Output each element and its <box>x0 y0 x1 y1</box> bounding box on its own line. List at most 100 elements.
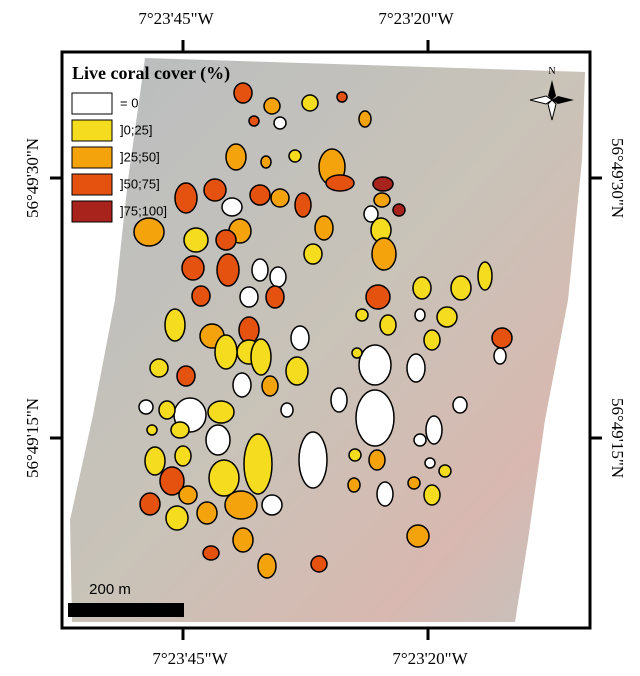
coral-patch <box>233 528 253 552</box>
coral-patch <box>289 150 301 162</box>
coral-patch <box>286 357 308 385</box>
coral-patch <box>216 230 236 250</box>
coral-patch <box>239 317 259 343</box>
coral-patch <box>304 244 322 264</box>
coral-patch <box>492 328 512 348</box>
coral-patch <box>209 460 239 496</box>
legend-swatch <box>72 120 112 141</box>
coral-patch <box>145 447 165 475</box>
coral-patch <box>299 432 327 488</box>
coral-patch <box>266 286 284 308</box>
coral-patch <box>258 554 276 578</box>
legend-label: ]0;25] <box>120 122 153 137</box>
coral-patch <box>233 373 251 397</box>
legend-title: Live coral cover (%) <box>72 63 230 84</box>
legend-label: = 0 <box>120 95 138 110</box>
coral-patch <box>204 179 226 201</box>
coral-patch <box>140 493 160 515</box>
coral-patch <box>222 198 242 216</box>
coral-patch <box>134 218 164 246</box>
lon-label: 7°23'20"W <box>378 9 454 28</box>
coral-patch <box>494 348 506 364</box>
lat-label: 56°49'15"N <box>608 398 627 478</box>
coral-patch <box>249 116 259 126</box>
coral-patch <box>439 465 451 477</box>
coral-patch <box>331 388 347 412</box>
legend-label: ]25;50] <box>120 149 160 164</box>
lon-label: 7°23'20"W <box>392 649 468 668</box>
coral-patch <box>415 309 425 321</box>
coral-patch <box>315 216 333 240</box>
coral-patch <box>437 307 457 327</box>
coral-patch <box>281 403 293 417</box>
map: 7°23'45"W 7°23'20"W 7°23'45"W 7°23'20"W … <box>0 0 640 676</box>
coral-patch <box>424 330 440 350</box>
legend-swatch <box>72 93 112 114</box>
north-label: N <box>548 66 555 77</box>
coral-patch <box>262 376 278 396</box>
legend-label: ]50;75] <box>120 176 160 191</box>
lat-label: 56°49'15"N <box>23 398 42 478</box>
coral-patch <box>206 425 230 455</box>
coral-patch <box>425 458 435 468</box>
coral-patch <box>179 486 197 504</box>
coral-patch <box>326 175 354 191</box>
coral-patch <box>302 95 318 111</box>
coral-patch <box>192 286 210 306</box>
coral-patch <box>203 546 219 560</box>
coral-patch <box>244 434 272 494</box>
coral-patch <box>337 92 347 102</box>
coral-patch <box>295 193 311 217</box>
coral-patch <box>252 259 268 281</box>
coral-patch <box>150 359 168 377</box>
coral-patch <box>311 556 327 572</box>
coral-patch <box>139 400 153 414</box>
coral-patch <box>291 326 309 350</box>
coral-patch <box>352 348 362 358</box>
coral-patch <box>366 285 390 309</box>
legend-label: ]75;100] <box>120 203 167 218</box>
coral-patch <box>407 525 429 547</box>
coral-patch <box>407 354 425 382</box>
coral-patch <box>225 491 257 519</box>
scale-bar <box>68 603 184 617</box>
coral-patch <box>175 446 191 466</box>
coral-patch <box>184 228 208 252</box>
legend-swatch <box>72 174 112 195</box>
coral-patch <box>377 482 393 506</box>
coral-patch <box>348 478 360 492</box>
coral-patch <box>414 434 426 446</box>
coral-patch <box>356 309 368 321</box>
coral-patch <box>426 416 442 444</box>
lat-label: 56°49'30"N <box>608 138 627 218</box>
coral-patch <box>453 397 467 413</box>
coral-patch <box>369 450 385 470</box>
coral-patch <box>215 335 237 369</box>
coral-patch <box>372 238 396 270</box>
coral-patch <box>380 315 396 335</box>
coral-patch <box>171 422 189 438</box>
coral-patch <box>413 277 431 299</box>
coral-patch <box>393 204 405 216</box>
coral-patch <box>250 185 270 205</box>
coral-patch <box>356 390 394 446</box>
coral-patch <box>274 117 286 129</box>
coral-patch <box>478 262 492 290</box>
coral-patch <box>234 83 252 103</box>
coral-patch <box>240 287 258 307</box>
coral-patch <box>165 309 185 341</box>
coral-patch <box>408 477 420 489</box>
lon-label: 7°23'45"W <box>152 649 228 668</box>
coral-patch <box>147 425 157 435</box>
coral-patch <box>349 449 361 461</box>
coral-patch <box>251 339 271 375</box>
coral-patch <box>217 254 239 286</box>
coral-patch <box>451 276 471 300</box>
coral-patch <box>264 98 280 114</box>
coral-patch <box>424 485 440 505</box>
coral-patch <box>166 506 188 530</box>
coral-patch <box>270 267 286 287</box>
coral-patch <box>374 193 390 207</box>
coral-patch <box>226 144 246 170</box>
coral-patch <box>359 111 371 127</box>
